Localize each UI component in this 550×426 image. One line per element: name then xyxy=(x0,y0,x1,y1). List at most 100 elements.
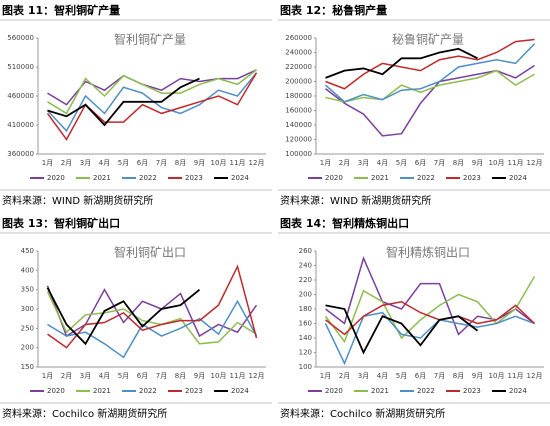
x-tick-label: 6月 xyxy=(137,372,148,380)
x-tick-label: 5月 xyxy=(118,159,129,167)
y-tick-label: 200000 xyxy=(285,78,312,86)
y-tick-label: 150 xyxy=(21,363,34,371)
x-tick-label: 10月 xyxy=(489,372,505,380)
legend-label: 2024 xyxy=(509,387,527,395)
x-tick-label: 4月 xyxy=(99,159,110,167)
x-tick-label: 7月 xyxy=(156,372,167,380)
x-tick-label: 12月 xyxy=(249,372,265,380)
x-tick-label: 7月 xyxy=(434,372,445,380)
x-tick-label: 9月 xyxy=(194,372,205,380)
x-tick-label: 3月 xyxy=(358,372,369,380)
x-tick-label: 9月 xyxy=(472,372,483,380)
series-line xyxy=(325,300,536,336)
y-tick-label: 300 xyxy=(21,305,34,313)
series-line xyxy=(325,304,479,355)
legend-label: 2020 xyxy=(325,387,343,395)
y-tick-label: 350 xyxy=(21,286,34,294)
series-line xyxy=(46,285,258,338)
x-tick-label: 4月 xyxy=(377,159,388,167)
x-tick-label: 1月 xyxy=(320,159,331,167)
legend-label: 2020 xyxy=(47,387,65,395)
y-tick-label: 240 xyxy=(299,262,312,270)
series-line xyxy=(324,275,536,344)
y-tick-label: 180000 xyxy=(285,92,312,100)
x-tick-label: 8月 xyxy=(453,159,464,167)
series-line xyxy=(47,77,200,127)
x-tick-label: 7月 xyxy=(156,159,167,167)
legend-label: 2023 xyxy=(185,174,203,182)
figure-label: 图表 14：智利精炼铜出口 xyxy=(280,216,409,230)
source-note: 资料来源：WIND 新湖期货研究所 xyxy=(280,194,431,207)
x-tick-label: 2月 xyxy=(61,372,72,380)
x-tick-label: 10月 xyxy=(489,159,505,167)
source-note: 资料来源：Cochilco 新湖期货研究所 xyxy=(280,407,445,420)
y-tick-label: 200 xyxy=(299,291,312,299)
legend-label: 2022 xyxy=(139,387,157,395)
y-tick-label: 240000 xyxy=(285,49,312,57)
chart-title: 智利铜矿产量 xyxy=(114,32,186,47)
y-tick-label: 140000 xyxy=(285,121,312,129)
x-tick-label: 5月 xyxy=(118,372,129,380)
x-tick-label: 2月 xyxy=(339,159,350,167)
legend-label: 2022 xyxy=(417,387,435,395)
legend-label: 2021 xyxy=(371,387,389,395)
source-note: 资料来源：WIND 新湖期货研究所 xyxy=(2,194,153,207)
x-tick-label: 11月 xyxy=(230,372,246,380)
legend-label: 2024 xyxy=(231,174,249,182)
y-tick-label: 180 xyxy=(299,305,312,313)
series-line xyxy=(47,299,258,359)
x-tick-label: 9月 xyxy=(472,159,483,167)
x-tick-label: 12月 xyxy=(527,372,543,380)
x-tick-label: 4月 xyxy=(377,372,388,380)
x-tick-label: 1月 xyxy=(42,372,53,380)
x-tick-label: 3月 xyxy=(80,159,91,167)
y-tick-label: 200 xyxy=(21,344,34,352)
legend-label: 2021 xyxy=(93,174,111,182)
source-note: 资料来源：Cochilco 新湖期货研究所 xyxy=(2,407,167,420)
legend-label: 2022 xyxy=(417,174,435,182)
x-tick-label: 1月 xyxy=(320,372,331,380)
series-line xyxy=(325,47,478,79)
x-tick-label: 7月 xyxy=(434,159,445,167)
series-line xyxy=(46,291,257,345)
x-tick-label: 8月 xyxy=(175,159,186,167)
y-tick-label: 100000 xyxy=(285,150,312,158)
chart-title: 秘鲁铜矿产量 xyxy=(392,32,464,47)
y-tick-label: 220 xyxy=(299,276,312,284)
x-tick-label: 9月 xyxy=(194,159,205,167)
series-line xyxy=(324,311,535,366)
series-line xyxy=(325,69,535,103)
series-line xyxy=(46,72,258,133)
chart-title: 智利精炼铜出口 xyxy=(386,245,470,260)
x-tick-label: 6月 xyxy=(415,159,426,167)
legend-label: 2024 xyxy=(231,387,249,395)
y-tick-label: 160000 xyxy=(285,107,312,115)
y-tick-label: 160 xyxy=(299,320,312,328)
legend-label: 2021 xyxy=(371,174,389,182)
x-tick-label: 2月 xyxy=(339,372,350,380)
series-line xyxy=(46,72,258,141)
x-tick-label: 8月 xyxy=(453,372,464,380)
series-line xyxy=(325,38,535,90)
y-tick-label: 360000 xyxy=(7,150,34,158)
x-tick-label: 3月 xyxy=(80,372,91,380)
y-tick-label: 460000 xyxy=(7,92,34,100)
figure-label: 图表 12：秘鲁铜产量 xyxy=(280,3,387,17)
x-tick-label: 3月 xyxy=(358,159,369,167)
y-tick-label: 260000 xyxy=(285,34,312,42)
y-tick-label: 450 xyxy=(21,247,34,255)
x-tick-label: 1月 xyxy=(42,159,53,167)
x-tick-label: 2月 xyxy=(61,159,72,167)
x-tick-label: 6月 xyxy=(415,372,426,380)
chart-title: 智利铜矿出口 xyxy=(114,245,186,260)
series-line xyxy=(47,264,258,349)
legend-label: 2020 xyxy=(47,174,65,182)
figure-label: 图表 11：智利铜矿产量 xyxy=(2,3,120,17)
y-tick-label: 140 xyxy=(299,334,312,342)
x-tick-label: 5月 xyxy=(396,372,407,380)
legend-label: 2023 xyxy=(463,174,481,182)
x-tick-label: 12月 xyxy=(527,159,543,167)
x-tick-label: 11月 xyxy=(508,159,524,167)
x-tick-label: 6月 xyxy=(137,159,148,167)
